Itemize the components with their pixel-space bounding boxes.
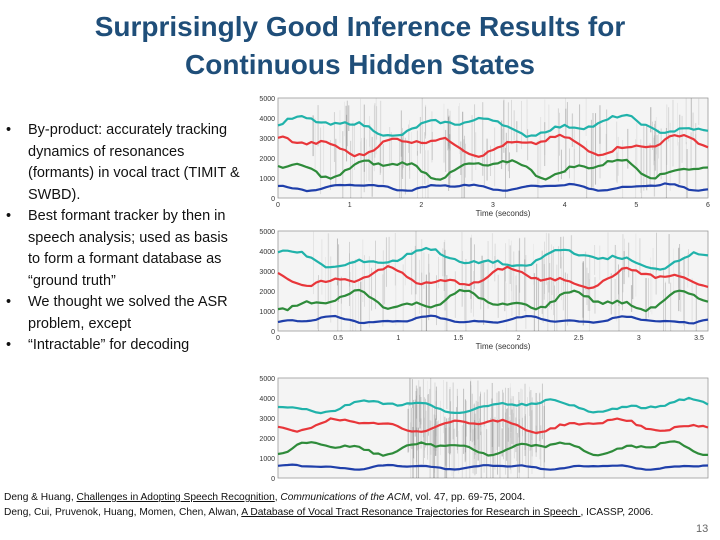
y-tick-label: 0 <box>271 476 275 483</box>
formant-track <box>277 246 709 271</box>
slide-title: Surprisingly Good Inference Results for … <box>60 8 660 84</box>
y-tick-label: 0 <box>271 329 275 336</box>
ref2-rest: , ICASSP, 2006. <box>580 506 654 518</box>
formant-track <box>277 440 708 457</box>
formant-track <box>277 396 709 415</box>
ref1-authors: Deng & Huang, <box>4 492 77 503</box>
y-tick-label: 2000 <box>259 436 275 443</box>
x-tick-label: 1 <box>396 335 400 342</box>
bullet-marker: • <box>6 337 12 353</box>
bullet-item: • “Intractable” for decoding <box>6 335 242 357</box>
y-tick-label: 3000 <box>259 269 275 276</box>
y-tick-label: 2000 <box>259 289 275 296</box>
y-tick-label: 4000 <box>259 396 275 403</box>
formant-track <box>277 158 709 181</box>
formant-track <box>277 265 709 290</box>
bullet-text: We thought we solved the ASR problem, ex… <box>28 294 228 332</box>
ref1-sep: , <box>274 492 281 503</box>
formant-track <box>277 133 709 158</box>
x-tick-label: 2 <box>419 202 423 209</box>
panel-frame <box>277 97 709 199</box>
ref1-journal: Communications of the ACM <box>280 492 410 503</box>
bullet-item: • Best formant tracker by then in speech … <box>6 206 242 292</box>
x-tick-label: 3.5 <box>694 335 704 342</box>
title-line-2: Continuous Hidden States <box>185 49 535 80</box>
x-tick-label: 0 <box>276 335 280 342</box>
y-tick-label: 1000 <box>259 309 275 316</box>
y-tick-label: 4000 <box>259 249 275 256</box>
x-tick-label: 3 <box>491 202 495 209</box>
spectrogram-panel: 5000 4000 3000 2000 1000 00 0.5 1 1.5 2 2.5 3 3.5 Tim… <box>259 229 709 351</box>
y-tick-label: 2000 <box>259 156 275 163</box>
bullet-item: • We thought we solved the ASR problem, e… <box>6 292 242 335</box>
y-tick-label: 1000 <box>259 456 275 463</box>
y-tick-label: 4000 <box>259 116 275 123</box>
x-tick-label: 1 <box>348 202 352 209</box>
formant-track <box>277 113 709 138</box>
x-tick-label: 0.5 <box>333 335 343 342</box>
references: Deng & Huang, Challenges in Adopting Spe… <box>4 491 694 520</box>
y-tick-label: 3000 <box>259 416 275 423</box>
panel-frame <box>277 377 709 479</box>
x-tick-label: 0 <box>276 202 280 209</box>
ref2-link[interactable]: A Database of Vocal Tract Resonance Traj… <box>241 506 581 518</box>
x-tick-label: 1.5 <box>454 335 464 342</box>
y-tick-label: 0 <box>271 196 275 203</box>
y-tick-label: 5000 <box>259 96 275 103</box>
x-axis-label: Time (seconds) <box>476 342 531 351</box>
formant-track <box>277 463 709 471</box>
x-tick-label: 5 <box>634 202 638 209</box>
formant-track <box>277 288 709 313</box>
reference-2: Deng, Cui, Pruvenok, Huang, Momen, Chen,… <box>4 506 694 521</box>
bullet-marker: • <box>6 122 12 138</box>
page-number: 13 <box>696 523 709 535</box>
bullet-marker: • <box>6 294 12 310</box>
y-tick-label: 3000 <box>259 136 275 143</box>
x-tick-label: 2.5 <box>574 335 584 342</box>
bullet-item: • By-product: accurately tracking dynamic… <box>6 120 242 206</box>
x-tick-label: 2 <box>517 335 521 342</box>
bullet-text: By-product: accurately tracking dynamics… <box>28 122 240 203</box>
formant-track <box>277 417 709 435</box>
formant-track <box>277 182 709 193</box>
bullet-list: • By-product: accurately tracking dynamic… <box>6 120 242 357</box>
bullet-text: Best formant tracker by then in speech a… <box>28 208 228 289</box>
y-tick-label: 1000 <box>259 176 275 183</box>
y-tick-label: 5000 <box>259 229 275 236</box>
bullet-marker: • <box>6 208 12 224</box>
formant-track <box>277 314 709 325</box>
title-line-1: Surprisingly Good Inference Results for <box>94 11 626 42</box>
x-tick-label: 4 <box>563 202 567 209</box>
reference-1: Deng & Huang, Challenges in Adopting Spe… <box>4 491 694 506</box>
x-axis-label: Time (seconds) <box>476 209 531 218</box>
x-tick-label: 3 <box>637 335 641 342</box>
ref2-authors: Deng, Cui, Pruvenok, Huang, Momen, Chen,… <box>4 506 242 518</box>
x-tick-label: 6 <box>706 202 710 209</box>
spectrogram-panel: 5000 4000 3000 2000 1000 0 <box>259 376 709 483</box>
spectrogram-panel: 5000 4000 3000 2000 1000 00 1 2 3 4 5 6 Time (second… <box>259 96 710 218</box>
y-tick-label: 5000 <box>259 376 275 383</box>
ref1-rest: , vol. 47, pp. 69-75, 2004. <box>409 492 526 503</box>
ref1-link[interactable]: Challenges in Adopting Speech Recognitio… <box>76 492 275 503</box>
bullet-text: “Intractable” for decoding <box>28 337 190 353</box>
